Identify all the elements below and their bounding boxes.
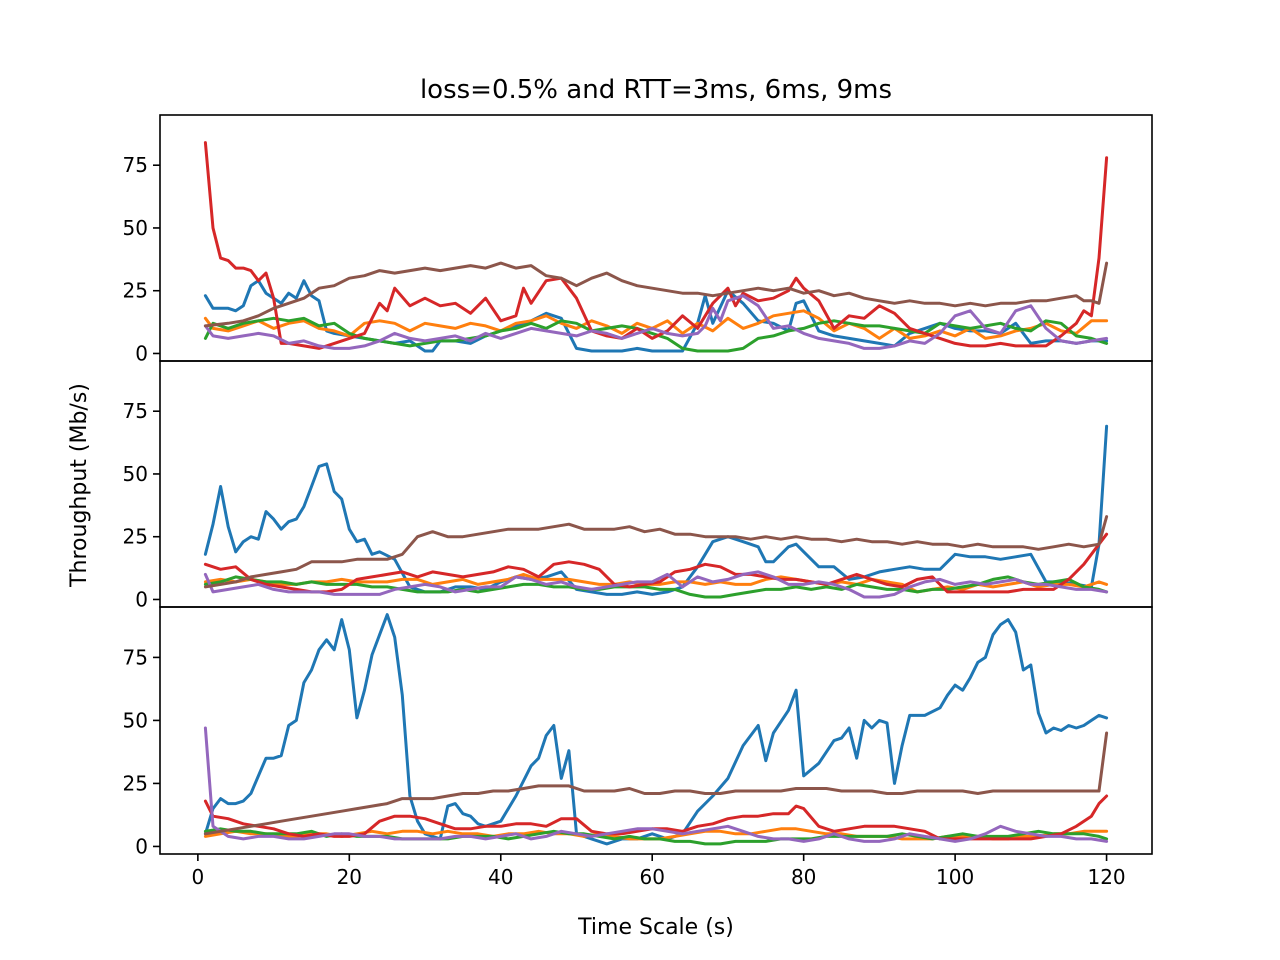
series-group [203, 613, 1109, 846]
series-line-2 [203, 572, 1109, 594]
series-line-5 [203, 294, 1109, 350]
panel-2: 0 25 50 75 [123, 360, 1153, 611]
series-group [203, 141, 1109, 353]
chart-title: loss=0.5% and RTT=3ms, 6ms, 9ms [420, 75, 892, 105]
series-line-4 [203, 532, 1109, 594]
series-line-6 [203, 731, 1109, 836]
x-tick-label: 0 [191, 865, 204, 889]
y-tick-label: 50 [123, 462, 148, 486]
x-tick-label: 20 [337, 865, 362, 889]
y-tick-label: 25 [123, 525, 148, 549]
panel-3: 0 25 50 75 [123, 606, 1153, 858]
y-axis-label: Throughput (Mb/s) [67, 383, 92, 588]
plot-area: 0 25 50 75 0 25 50 75 0 25 50 75 0 20 40 60 80 100 120 [123, 114, 1153, 889]
x-axis-label: Time Scale (s) [577, 915, 734, 940]
y-tick-label: 50 [123, 216, 148, 240]
y-tick-label: 25 [123, 279, 148, 303]
series-group [203, 424, 1109, 599]
panel-frame [159, 606, 1153, 855]
x-tick-label: 40 [488, 865, 513, 889]
x-tick-label: 80 [791, 865, 816, 889]
y-tick-label: 75 [123, 399, 148, 423]
y-tick-label: 25 [123, 771, 148, 795]
x-tick-label: 120 [1087, 865, 1125, 889]
x-axis: 0 20 40 60 80 100 120 [191, 854, 1126, 889]
series-line-5 [203, 726, 1109, 843]
x-tick-label: 100 [936, 865, 974, 889]
y-tick-label: 0 [135, 341, 148, 365]
y-tick-label: 75 [123, 645, 148, 669]
series-line-6 [203, 515, 1109, 589]
series-line-4 [203, 141, 1109, 350]
y-tick-label: 50 [123, 708, 148, 732]
y-tick-label: 0 [135, 587, 148, 611]
y-tick-label: 0 [135, 834, 148, 858]
x-tick-label: 60 [639, 865, 664, 889]
series-line-3 [203, 575, 1109, 599]
series-line-1 [203, 424, 1109, 596]
y-tick-label: 75 [123, 153, 148, 177]
series-line-5 [203, 570, 1109, 599]
panel-1: 0 25 50 75 [123, 114, 1153, 365]
series-line-1 [203, 613, 1109, 846]
series-line-3 [203, 316, 1109, 353]
panel-frame [159, 360, 1153, 608]
series-line-6 [203, 261, 1109, 328]
